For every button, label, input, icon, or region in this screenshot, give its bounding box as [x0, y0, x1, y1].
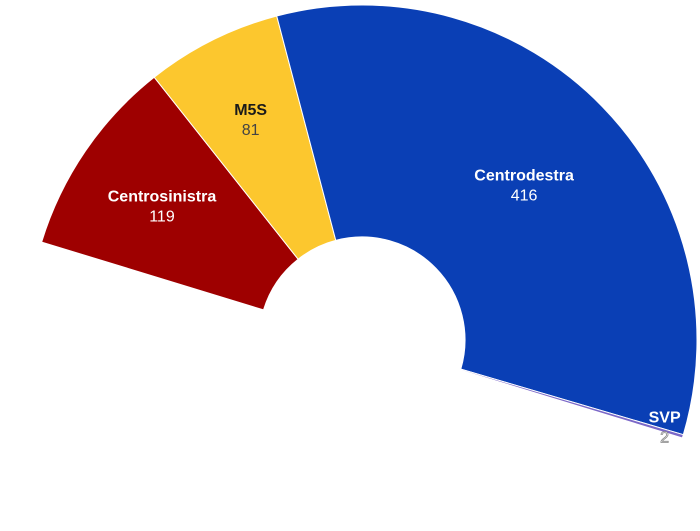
- label-value-centrosinistra: 119: [149, 208, 175, 225]
- label-name-m5s: M5S: [234, 102, 267, 119]
- label-value-svp: 2: [660, 430, 669, 447]
- label-name-svp: SVP: [649, 410, 681, 427]
- slice-centrodestra: [276, 4, 698, 436]
- label-value-centrodestra: 416: [511, 188, 538, 205]
- slice-centrosinistra: [41, 76, 299, 311]
- label-value-m5s: 81: [242, 122, 260, 139]
- chart-slices: [41, 4, 698, 439]
- label-name-centrosinistra: Centrosinistra: [108, 188, 217, 205]
- slice-svp: [459, 368, 684, 439]
- label-name-centrodestra: Centrodestra: [474, 168, 574, 185]
- chart-labels: Centrosinistra 119 M5S 81 Centrodestra 416 SVP…: [108, 102, 681, 447]
